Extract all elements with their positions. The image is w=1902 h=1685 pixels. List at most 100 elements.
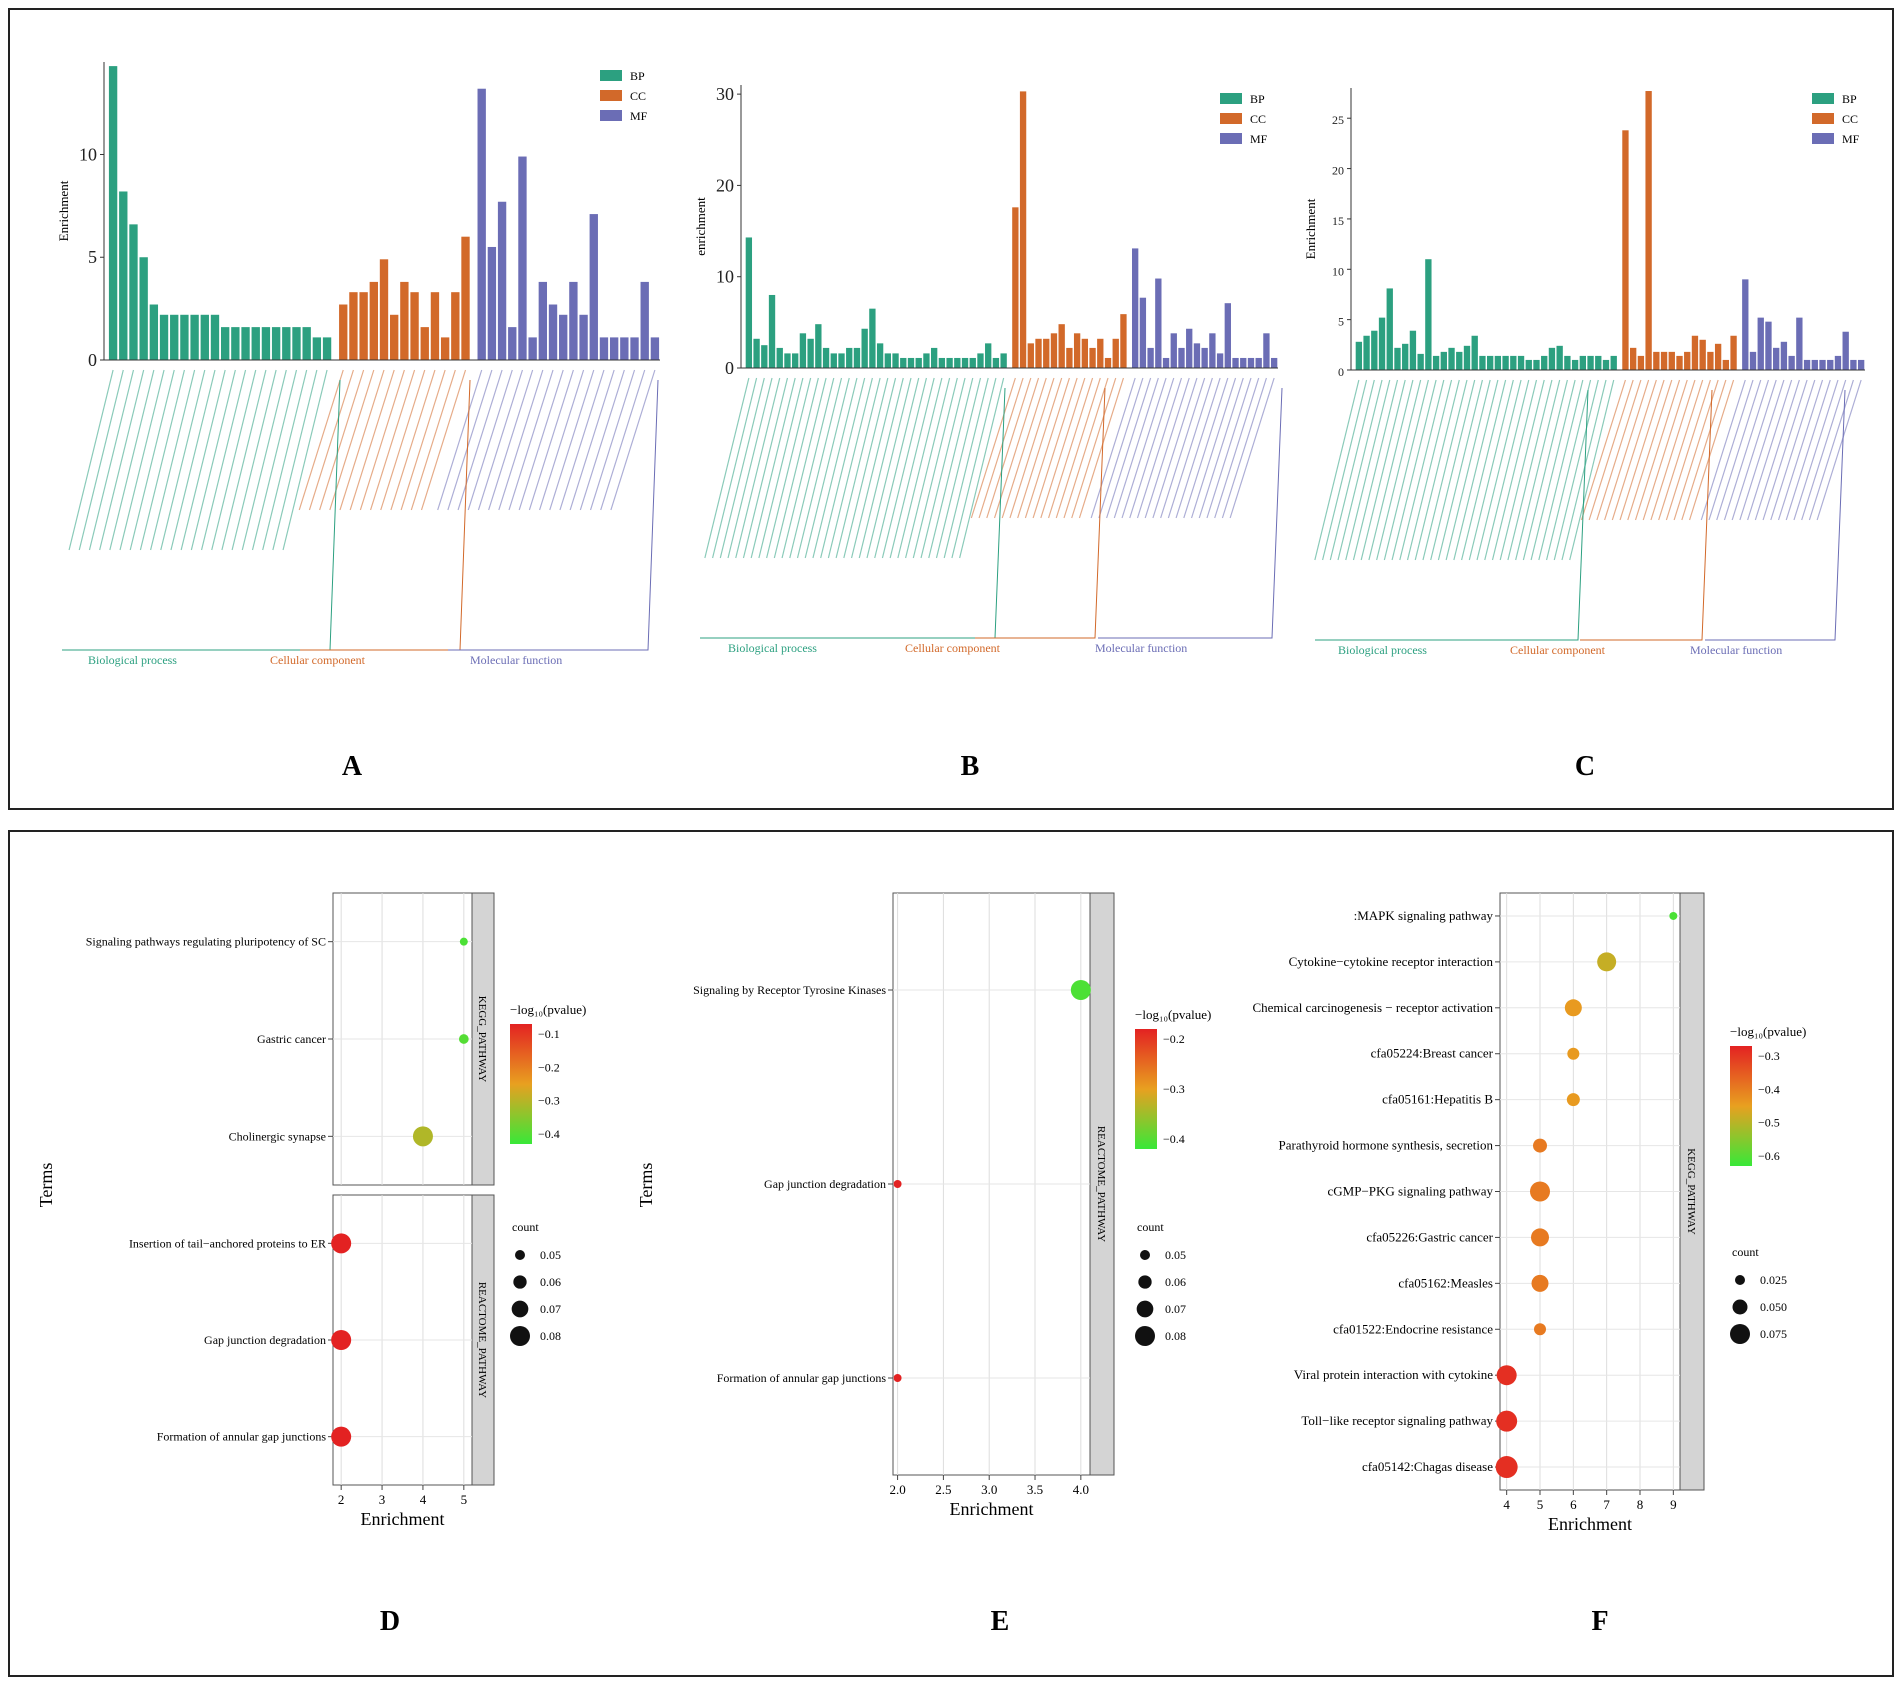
facet-strip [1089,892,1115,1476]
dot-plot-F: KEGG_PATHWAY:MAPK signaling pathway Cytok… [1252,892,1806,1637]
go-term-label [850,377,897,559]
go-term-label [1538,379,1584,561]
bar-CC [349,292,358,360]
size-legend-label: 0.05 [540,1248,561,1262]
panel-label: D [380,1606,400,1637]
go-term-label [467,369,513,511]
y-tick-label: 0 [88,350,97,370]
bar-MF [1263,333,1270,368]
bar-MF [1132,248,1139,368]
size-legend-label: 0.08 [1165,1329,1186,1343]
bar-BP [799,333,807,368]
bar-MF [1186,328,1193,368]
bar-BP [1386,288,1393,370]
term-label: Cholinergic synapse [229,1129,326,1143]
panel-label: B [961,751,980,782]
data-point [459,937,468,946]
go-term-label [1322,379,1368,561]
go-term-label [549,369,595,511]
go-term-label [390,369,436,511]
go-term-label [766,377,812,559]
bar-BP [969,357,976,368]
bar-BP [992,357,1000,368]
bar-BP [954,357,961,368]
bar-BP [1432,355,1440,370]
legend-swatch [600,110,622,121]
go-term-label [1604,379,1650,521]
bar-CC [1637,355,1645,370]
x-tick-label: 3.5 [1027,1482,1043,1497]
group-label: Cellular component [1510,643,1606,657]
group-bracket [1705,389,1846,641]
bar-MF [1765,321,1772,370]
bar-MF [609,337,619,360]
legend-swatch [1812,93,1834,104]
data-point [1496,1365,1517,1386]
go-term-label [1723,379,1770,521]
bar-BP [210,314,220,360]
bar-BP [119,191,128,360]
go-term-label [889,377,935,559]
bar-BP [815,324,822,368]
go-term-label [1383,379,1429,561]
group-bracket [1580,389,1713,641]
go-term-label [329,369,375,511]
go-term-label [1391,379,1437,561]
go-term-label [437,369,483,511]
bar-MF [1788,355,1795,370]
go-term-label [912,377,958,559]
bar-BP [1556,345,1563,370]
term-label: Formation of annular gap junctions [157,1430,327,1444]
size-legend-dot [513,1275,527,1289]
go-term-label [109,369,155,551]
bar-BP [1533,359,1540,370]
bar-BP [302,327,311,360]
bar-BP [907,357,915,368]
bar-BP [985,343,992,368]
bar-CC [451,292,460,360]
bar-CC [1691,335,1699,370]
bar-MF [487,246,497,360]
go-term-label [1437,379,1484,561]
bar-BP [312,337,322,360]
go-term-label [943,377,989,559]
go-term-label [804,377,850,559]
bar-BP [1548,347,1556,370]
go-term-label [1422,379,1468,561]
term-label: cfa05161:Hepatitis B [1382,1092,1493,1107]
go-term-label [1569,379,1615,561]
bar-BP [1363,335,1370,370]
y-tick-label: 0 [1338,365,1344,379]
go-term-label [1063,377,1109,519]
bar-MF [1850,359,1857,370]
go-term-label [1665,379,1711,521]
go-term-label [88,369,135,551]
go-term-label [600,369,646,511]
color-tick-label: −0.1 [538,1027,560,1041]
bar-CC [1730,335,1737,370]
go-term-label [1642,379,1688,521]
go-term-label [1777,379,1824,521]
bar-MF [1201,347,1208,368]
go-term-label [1144,377,1190,519]
legend-swatch [1812,113,1834,124]
size-legend-dot [1138,1275,1152,1289]
go-term-label [1376,379,1422,561]
bar-CC [440,337,450,360]
go-term-label [498,369,544,511]
y-axis-label: enrichment [693,197,708,256]
size-legend-dot [1136,1300,1154,1318]
bar-BP [271,327,281,360]
go-term-label [1360,379,1406,561]
go-term-label [719,377,765,559]
go-term-label [874,377,920,559]
bar-BP [1541,355,1548,370]
go-term-label [1700,379,1746,521]
go-term-label [610,369,656,511]
bar-BP [1525,359,1532,370]
group-bracket [62,379,341,651]
legend-swatch [1812,133,1834,144]
panel-label: A [342,751,363,782]
bar-BP [1394,347,1401,370]
data-point [1495,1456,1518,1479]
